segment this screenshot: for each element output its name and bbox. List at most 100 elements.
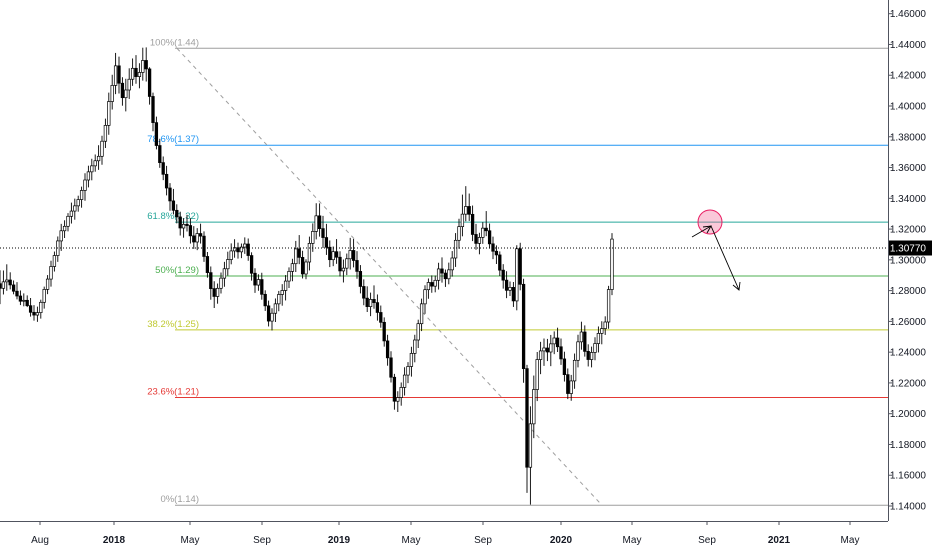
candle (270, 308, 274, 331)
candle-body-up (215, 287, 220, 297)
candle-body-up (341, 267, 346, 272)
candle-body-down (144, 60, 148, 70)
candle-body-up (107, 101, 111, 126)
candle (409, 346, 414, 377)
candle-body-up (314, 215, 318, 232)
candle (103, 118, 108, 148)
candle (290, 258, 295, 282)
candle (90, 158, 94, 181)
candle (239, 243, 244, 259)
price-tick-label: 1.44000 (890, 40, 927, 51)
candle-body-up (535, 359, 539, 390)
candle-body-up (576, 341, 580, 361)
candle-body-down (188, 225, 193, 237)
candle (202, 231, 206, 262)
candle (256, 274, 261, 291)
candle (107, 92, 111, 135)
candle-body-down (494, 250, 499, 256)
candle (413, 334, 417, 363)
fib-level-label: 23.6%(1.21) (147, 387, 199, 398)
price-tick-label: 1.28000 (890, 286, 927, 297)
candle (96, 145, 101, 170)
candle (603, 316, 607, 335)
candle (22, 293, 26, 307)
candle (11, 280, 16, 295)
candle (555, 327, 560, 352)
candle-body-up (113, 65, 118, 86)
time-tick-label: Sep (698, 535, 716, 546)
candle-body-down (168, 187, 172, 202)
candle (205, 252, 210, 278)
candle-body-down (358, 271, 363, 287)
candle-body-down (158, 145, 162, 163)
candle-body-up (603, 321, 607, 329)
candle (137, 63, 142, 89)
candle (453, 233, 458, 267)
candle (457, 218, 461, 249)
candle-body-up (277, 294, 281, 305)
candle-body-up (86, 171, 91, 181)
candle-body-up (137, 72, 142, 77)
candle (260, 272, 264, 300)
candle-body-up (100, 140, 104, 157)
price-tick-label: 1.26000 (890, 317, 927, 328)
time-tick-label: 2020 (550, 535, 573, 546)
candle (579, 321, 584, 350)
candle-body-up (83, 179, 87, 191)
candle (423, 285, 427, 314)
candle-body-up (572, 359, 577, 382)
candle (535, 352, 539, 402)
candle-body-up (49, 266, 53, 280)
candle-body-down (504, 279, 509, 291)
candle-body-down (385, 340, 390, 359)
candle-body-down (260, 279, 264, 295)
candle-body-down (487, 230, 492, 245)
candle-body-up (181, 223, 186, 229)
candle-body-down (566, 374, 570, 394)
candle-body-up (457, 226, 461, 241)
candle (447, 262, 451, 285)
candle (28, 298, 33, 317)
price-tick-label: 1.36000 (890, 163, 927, 174)
candle-body-down (175, 209, 179, 218)
candle (525, 364, 529, 493)
candle (521, 278, 526, 383)
candle (321, 215, 325, 248)
candle (42, 286, 46, 309)
candle (538, 341, 543, 375)
candle-body-down (154, 122, 159, 146)
candle-body-down (263, 293, 267, 307)
candle (443, 269, 448, 287)
candle (215, 283, 220, 304)
candle (382, 317, 386, 347)
candle (294, 240, 298, 272)
candle (181, 218, 186, 238)
price-tick-label: 1.24000 (890, 348, 927, 359)
candle-body-down (484, 227, 488, 232)
candle-body-up (1, 281, 6, 289)
candle-body-up (610, 238, 614, 290)
candle-body-up (103, 125, 108, 142)
price-tick-label: 1.42000 (890, 71, 927, 82)
candle-body-up (22, 299, 26, 302)
candle (542, 338, 546, 366)
candle (287, 267, 291, 288)
candle (168, 183, 172, 211)
candle-body-up (416, 323, 420, 341)
candle (566, 368, 570, 400)
candle-body-up (124, 89, 128, 99)
candle-body-up (307, 243, 312, 263)
candle (396, 391, 400, 412)
candle-body-up (90, 165, 94, 173)
candle-body-down (246, 243, 250, 256)
candle (219, 272, 223, 294)
candle (188, 218, 193, 244)
candle (368, 292, 373, 317)
candle-body-down (151, 96, 155, 123)
candle (297, 235, 301, 265)
candle-body-up (481, 227, 485, 238)
candle (484, 211, 488, 237)
candle-body-up (42, 289, 46, 303)
candle (450, 251, 454, 277)
